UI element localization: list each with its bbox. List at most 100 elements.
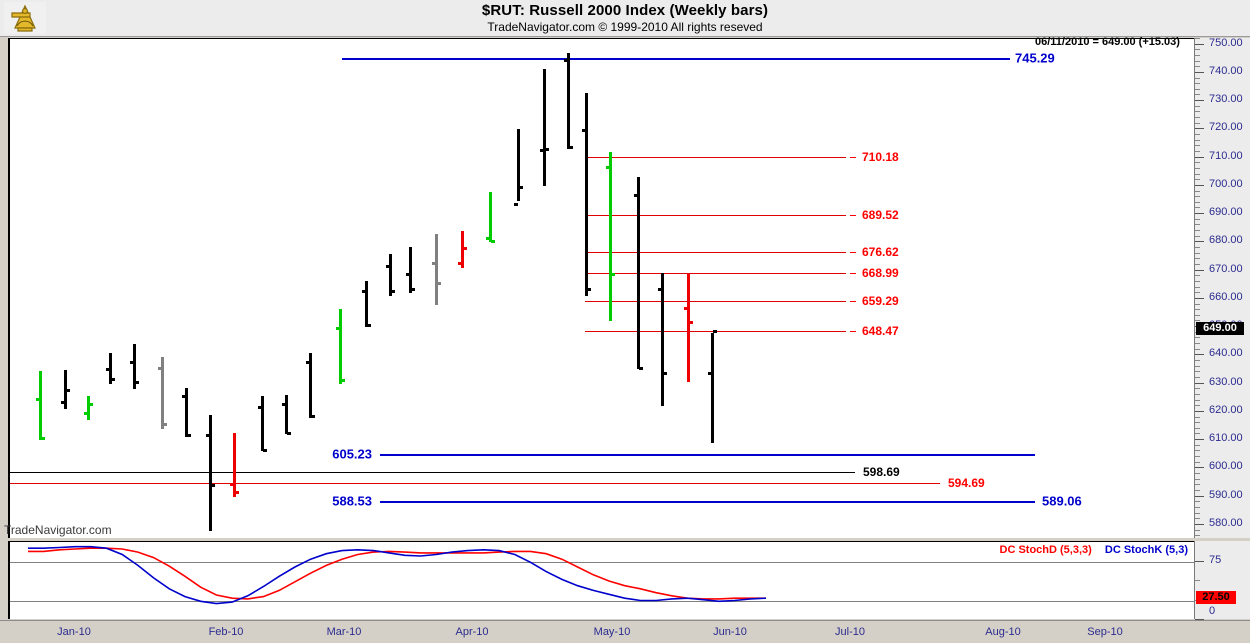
ohlc-bar-range	[609, 151, 612, 322]
price-level-line[interactable]	[342, 57, 1010, 60]
price-axis-label: 730.00	[1209, 93, 1243, 106]
chart-title: $RUT: Russell 2000 Index (Weekly bars)	[481, 2, 769, 19]
sextant-navigator-icon	[4, 2, 46, 34]
price-axis-label: 640.00	[1209, 347, 1243, 360]
ohlc-bar-close-tick	[391, 290, 395, 294]
price-axis-minor-tick	[1195, 461, 1200, 463]
price-axis-minor-tick	[1195, 416, 1200, 418]
price-axis-tick	[1195, 354, 1204, 356]
price-axis-minor-tick	[1195, 201, 1200, 203]
indicator-axis[interactable]: 75 0 27.50	[1194, 541, 1250, 620]
ohlc-bar-open-tick	[634, 194, 638, 198]
ohlc-bar-close-tick	[663, 372, 667, 376]
price-level-line[interactable]	[585, 273, 846, 275]
price-level-line[interactable]	[380, 500, 1035, 503]
price-axis-minor-tick	[1195, 484, 1200, 486]
price-axis-minor-tick	[1195, 388, 1200, 390]
ohlc-bar-close-tick	[689, 321, 693, 325]
price-axis-minor-tick	[1195, 77, 1200, 79]
price-axis-tick	[1195, 382, 1204, 384]
price-level-dash	[850, 157, 856, 159]
price-axis-tick	[1195, 410, 1204, 412]
price-level-line[interactable]	[380, 453, 1035, 456]
time-axis-label: Jun-10	[713, 626, 747, 638]
price-level-label: 710.18	[862, 150, 899, 165]
price-axis-minor-tick	[1195, 105, 1200, 107]
ohlc-bar-range	[409, 246, 412, 294]
price-level-label: 589.06	[1042, 493, 1082, 509]
price-axis-label: 580.00	[1209, 516, 1243, 529]
price-axis-minor-tick	[1195, 122, 1200, 124]
chart-subtitle: TradeNavigator.com © 1999-2010 All right…	[487, 20, 763, 34]
price-axis-minor-tick	[1195, 235, 1200, 237]
ohlc-bar-range	[435, 233, 438, 305]
price-axis-minor-tick	[1195, 512, 1200, 514]
price-level-label: 588.53	[332, 493, 372, 509]
price-axis-minor-tick	[1195, 38, 1200, 39]
stochastic-indicator-panel[interactable]: DC StochD (5,3,3) DC StochK (5,3)	[8, 541, 1194, 619]
ohlc-bar-close-tick	[569, 146, 573, 150]
price-axis-minor-tick	[1195, 230, 1200, 232]
legend-stochd: DC StochD (5,3,3)	[999, 544, 1092, 556]
price-level-line[interactable]	[10, 472, 855, 474]
price-level-line[interactable]	[585, 300, 846, 302]
ohlc-bar-close-tick	[639, 366, 643, 370]
price-level-label: 598.69	[863, 465, 900, 480]
price-level-line[interactable]	[10, 483, 940, 485]
price-axis-label: 630.00	[1209, 375, 1243, 388]
price-plot-area[interactable]: 710.18 689.52 676.62 668.99 659.29 648.47 745.…	[8, 38, 1194, 538]
quote-readout-text: 06/11/2010 = 649.00 (+15.03)	[1035, 36, 1180, 48]
price-axis-minor-tick	[1195, 427, 1200, 429]
ohlc-bar-close-tick	[545, 147, 549, 151]
price-axis-minor-tick	[1195, 506, 1200, 508]
price-axis-label: 670.00	[1209, 262, 1243, 275]
indicator-axis-label: 0	[1209, 605, 1216, 617]
ohlc-bar-close-tick	[89, 403, 93, 407]
ohlc-bar-range	[261, 396, 264, 452]
ohlc-bar-range	[637, 177, 640, 370]
watermark-label: TradeNavigator.com	[4, 523, 112, 537]
time-axis-label: May-10	[593, 626, 631, 638]
ohlc-bar-close-tick	[587, 287, 591, 291]
ohlc-bar-range	[585, 92, 588, 297]
indicator-axis-tick	[1195, 560, 1204, 562]
ohlc-bar-close-tick	[287, 431, 291, 435]
price-level-label: 745.29	[1015, 50, 1055, 66]
price-axis-tick	[1195, 71, 1204, 73]
price-axis-label: 700.00	[1209, 177, 1243, 190]
price-axis-tick	[1195, 269, 1204, 271]
price-axis[interactable]: 750.00 740.00 730.00 720.00 710.00 700.00 690.…	[1194, 37, 1250, 538]
price-axis-minor-tick	[1195, 286, 1200, 288]
ohlc-bar-range	[517, 129, 520, 202]
ohlc-bar-close-tick	[235, 490, 239, 494]
time-axis-label: Jan-10	[57, 626, 91, 638]
price-axis-minor-tick	[1195, 263, 1200, 265]
price-level-line[interactable]	[585, 251, 846, 253]
price-axis-label: 680.00	[1209, 234, 1243, 247]
ohlc-bar-close-tick	[491, 239, 495, 243]
price-axis-minor-tick	[1195, 150, 1200, 152]
price-level-label: 689.52	[862, 208, 899, 223]
ohlc-bar-close-tick	[411, 287, 415, 291]
price-axis-label: 600.00	[1209, 460, 1243, 473]
ohlc-bar-close-tick	[611, 273, 615, 277]
price-level-line[interactable]	[585, 215, 846, 217]
price-axis-minor-tick	[1195, 179, 1200, 181]
indicator-legend: DC StochD (5,3,3) DC StochK (5,3)	[1000, 544, 1188, 556]
ohlc-bar-range	[161, 356, 164, 429]
price-axis-minor-tick	[1195, 167, 1200, 169]
price-level-line[interactable]	[585, 157, 846, 159]
price-axis-minor-tick	[1195, 224, 1200, 226]
price-level-label: 605.23	[332, 446, 372, 462]
ohlc-bar-close-tick	[341, 379, 345, 383]
price-axis-minor-tick	[1195, 456, 1200, 458]
time-axis-label: Aug-10	[985, 626, 1021, 638]
ohlc-bar-open-tick	[514, 202, 518, 206]
ohlc-bar-range	[461, 231, 464, 268]
price-axis-tick	[1195, 467, 1204, 469]
time-axis[interactable]: Jan-10 Feb-10 Mar-10 Apr-10 May-10 Jun-10 Jul-…	[0, 620, 1250, 643]
ohlc-bar-open-tick	[336, 327, 340, 331]
price-axis-minor-tick	[1195, 501, 1200, 503]
price-axis-minor-tick	[1195, 320, 1200, 322]
